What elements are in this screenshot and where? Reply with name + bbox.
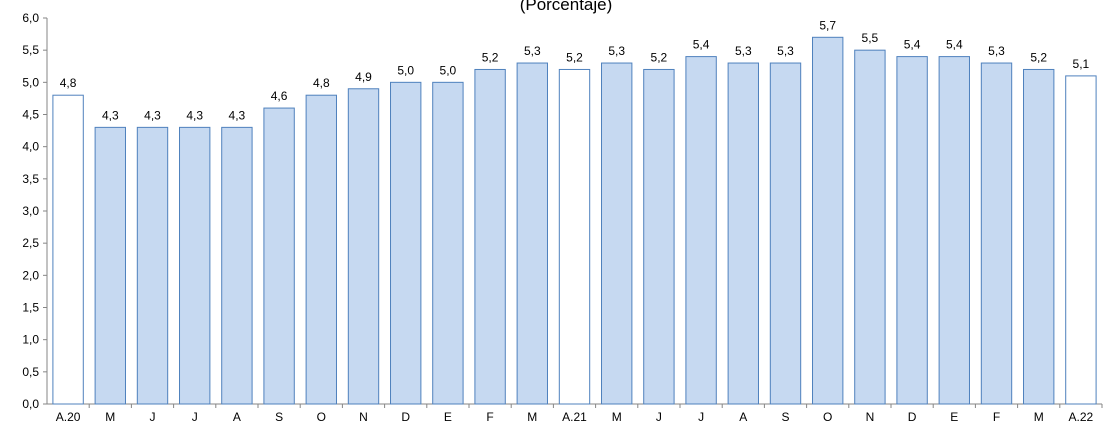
data-label: 5,3: [608, 44, 625, 58]
x-axis: A.20 M J J A S O N D E F M A.21 M J J A S O N D E F M A.22: [47, 403, 1103, 424]
x-tick-label: J: [698, 410, 704, 424]
y-tick-label: 4,5: [22, 108, 39, 122]
x-tick-label: A.21: [562, 410, 587, 424]
x-tick-label: E: [950, 410, 958, 424]
x-tick-label: J: [192, 410, 198, 424]
data-label: 4,8: [60, 76, 77, 90]
data-label: 5,1: [1073, 57, 1090, 71]
x-tick-label: A.20: [56, 410, 81, 424]
bar: [94, 126, 126, 405]
bar: [854, 49, 886, 405]
x-tick-label: O: [823, 410, 832, 424]
bar: [685, 56, 717, 405]
y-tick-label: 2,0: [22, 268, 39, 282]
bar: [1023, 68, 1055, 405]
data-label: 5,2: [482, 50, 499, 64]
y-axis: 0,0 0,5 1,0 1,5 2,0 2,5 3,0 3,5 4,0 4,5 5,0 5,5 6,0: [22, 11, 48, 411]
data-label: 4,3: [186, 108, 203, 122]
x-tick-label: M: [527, 410, 537, 424]
x-tick-label: D: [401, 410, 410, 424]
y-tick-label: 1,0: [22, 333, 39, 347]
y-tick-label: 3,5: [22, 172, 39, 186]
data-label: 5,3: [777, 44, 794, 58]
data-label: 4,3: [229, 108, 246, 122]
data-label: 5,2: [651, 50, 668, 64]
y-tick-label: 3,0: [22, 204, 39, 218]
bar: [136, 126, 169, 405]
x-tick-label: J: [150, 410, 156, 424]
bar: [390, 81, 422, 405]
bar: [980, 62, 1013, 405]
y-tick-label: 0,0: [22, 397, 39, 411]
bar: [263, 107, 295, 405]
bar: [1065, 75, 1097, 405]
x-tick-label: M: [612, 410, 622, 424]
bar: [558, 68, 591, 405]
bar: [601, 62, 633, 405]
y-tick-label: 5,0: [22, 75, 39, 89]
data-label: 5,3: [735, 44, 752, 58]
bar: [643, 68, 675, 405]
bar: [52, 94, 84, 405]
data-label: 5,2: [566, 50, 583, 64]
bar: [896, 56, 928, 405]
y-tick-label: 0,5: [22, 365, 39, 379]
x-tick-label: M: [1034, 410, 1044, 424]
data-label: 4,3: [144, 108, 161, 122]
x-tick-label: N: [359, 410, 368, 424]
bar: [474, 68, 506, 405]
bar: [727, 62, 759, 405]
x-tick-label: F: [993, 410, 1000, 424]
bar: [305, 94, 337, 405]
x-tick-label: D: [908, 410, 917, 424]
x-tick-label: J: [656, 410, 662, 424]
x-tick-label: O: [317, 410, 326, 424]
bars: [52, 36, 1097, 405]
bar: [812, 36, 844, 405]
data-labels: 4,8 4,3 4,3 4,3 4,3 4,6 4,8 4,9 5,0 5,0 5,2 5,3 5,2 5…: [60, 18, 1090, 122]
chart-subtitle: (Porcentaje): [520, 0, 613, 14]
data-label: 5,3: [988, 44, 1005, 58]
data-label: 4,3: [102, 108, 119, 122]
data-label: 4,8: [313, 76, 330, 90]
y-tick-label: 6,0: [22, 11, 39, 25]
data-label: 5,7: [819, 18, 836, 32]
data-label: 5,0: [397, 63, 414, 77]
y-tick-label: 5,5: [22, 43, 39, 57]
x-tick-label: E: [444, 410, 452, 424]
data-label: 5,0: [440, 63, 457, 77]
y-tick-label: 1,5: [22, 301, 39, 315]
data-label: 4,6: [271, 89, 288, 103]
bar: [938, 56, 970, 405]
data-label: 5,4: [693, 38, 710, 52]
bar: [179, 126, 211, 405]
y-tick-label: 2,5: [22, 236, 39, 250]
x-tick-label: M: [105, 410, 115, 424]
data-label: 5,3: [524, 44, 541, 58]
x-tick-label: N: [866, 410, 875, 424]
x-tick-label: F: [486, 410, 493, 424]
x-tick-label: A: [233, 410, 241, 424]
bar: [769, 62, 802, 405]
bar: [516, 62, 548, 405]
x-tick-label: S: [275, 410, 283, 424]
x-tick-label: A: [739, 410, 747, 424]
x-tick-label: A.22: [1069, 410, 1094, 424]
bar: [432, 81, 464, 405]
data-label: 4,9: [355, 70, 372, 84]
data-label: 5,4: [904, 38, 921, 52]
data-label: 5,5: [862, 31, 879, 45]
x-tick-label: S: [781, 410, 789, 424]
bar: [221, 126, 253, 405]
data-label: 5,4: [946, 38, 963, 52]
bar: [347, 88, 380, 405]
data-label: 5,2: [1030, 50, 1047, 64]
y-tick-label: 4,0: [22, 140, 39, 154]
